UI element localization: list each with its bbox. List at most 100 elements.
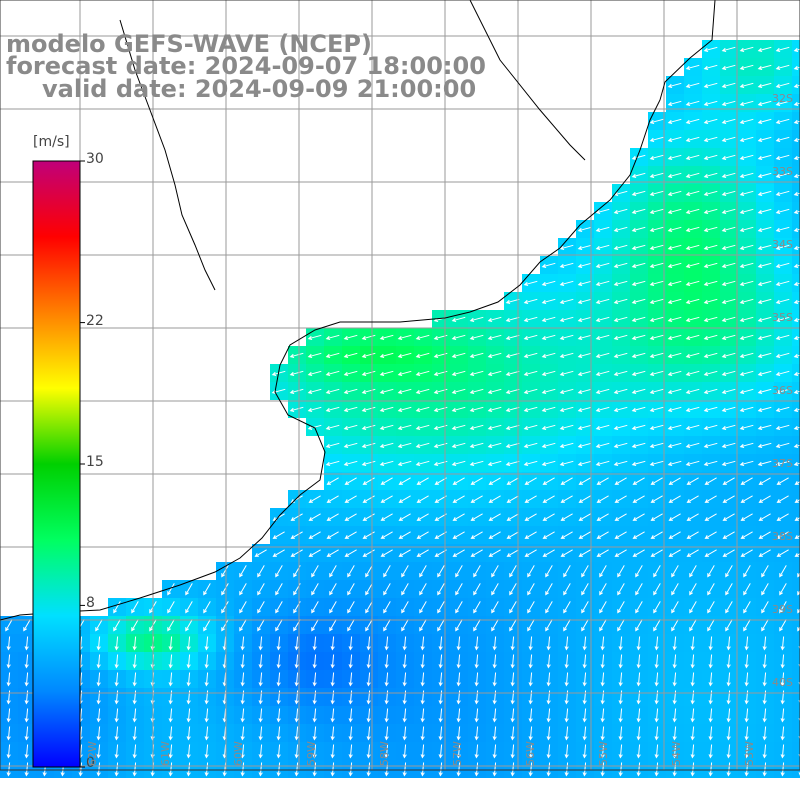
wind-arrow: [343, 352, 358, 358]
wind-arrow: [276, 672, 281, 687]
wind-arrow: [379, 352, 394, 358]
wind-arrow: [743, 583, 751, 596]
wind-arrow: [402, 636, 407, 651]
wind-arrow: [96, 672, 101, 687]
wind-arrow: [762, 726, 767, 741]
wind-arrow: [487, 406, 502, 412]
wind-arrow: [739, 100, 754, 106]
wind-arrow: [416, 495, 429, 503]
wind-arrow: [650, 477, 663, 485]
wind-arrow: [362, 531, 375, 539]
wind-arrow: [131, 619, 139, 632]
wind-arrow: [758, 495, 771, 503]
wind-arrow: [578, 495, 591, 503]
wind-arrow: [703, 82, 718, 88]
wind-arrow: [685, 172, 700, 178]
wind-arrow: [204, 762, 209, 777]
wind-arrow: [667, 154, 682, 160]
wind-arrow: [775, 154, 790, 160]
wind-arrow: [775, 100, 790, 106]
wind-arrow: [397, 406, 412, 412]
wind-arrow: [632, 531, 645, 539]
wind-arrow: [240, 708, 245, 723]
wind-arrow: [650, 549, 663, 557]
wind-arrow: [650, 495, 663, 503]
wind-arrow: [721, 316, 736, 322]
wind-arrow: [582, 762, 587, 777]
wind-arrow: [649, 226, 664, 232]
wind-arrow: [401, 565, 409, 578]
wind-arrow: [5, 619, 13, 632]
wind-arrow: [402, 744, 407, 759]
wind-arrow: [559, 370, 574, 376]
wind-arrow: [451, 460, 466, 466]
wind-arrow: [775, 208, 790, 214]
wind-arrow: [757, 370, 772, 376]
wind-arrow: [631, 154, 646, 160]
wind-arrow: [721, 190, 736, 196]
wind-arrow: [415, 460, 430, 466]
wind-arrow: [685, 460, 700, 466]
colorbar: [32, 160, 85, 768]
wind-arrow: [559, 424, 574, 430]
wind-arrow: [415, 352, 430, 358]
wind-arrow: [397, 334, 412, 340]
wind-arrow: [348, 708, 353, 723]
wind-arrow: [254, 549, 267, 557]
wind-arrow: [559, 334, 574, 340]
wind-arrow: [632, 549, 645, 557]
wind-arrow: [739, 442, 754, 448]
wind-arrow: [703, 334, 718, 340]
wind-arrow: [380, 513, 393, 521]
wind-arrow: [365, 583, 373, 596]
wind-arrow: [506, 495, 519, 503]
wind-arrow: [667, 280, 682, 286]
wind-arrow: [510, 762, 515, 777]
wind-arrow: [636, 726, 641, 741]
wind-arrow: [186, 654, 191, 669]
wind-arrow: [509, 601, 517, 614]
wind-arrow: [437, 583, 445, 596]
wind-arrow: [617, 601, 625, 614]
wind-arrow: [275, 601, 283, 614]
wind-arrow: [290, 531, 303, 539]
wind-arrow: [469, 424, 484, 430]
wind-arrow: [168, 672, 173, 687]
wind-arrow: [307, 406, 322, 412]
wind-arrow: [757, 262, 772, 268]
wind-arrow: [722, 495, 735, 503]
wind-arrow: [614, 477, 627, 485]
wind-arrow: [559, 442, 574, 448]
wind-arrow: [541, 316, 556, 322]
wind-arrow: [383, 601, 391, 614]
wind-arrow: [289, 388, 304, 394]
wind-arrow: [420, 726, 425, 741]
wind-arrow: [703, 154, 718, 160]
latitude-label: 39S: [772, 603, 793, 616]
wind-arrow: [721, 154, 736, 160]
wind-arrow: [456, 708, 461, 723]
wind-arrow: [757, 154, 772, 160]
wind-arrow: [438, 762, 443, 777]
coastline: [0, 0, 716, 621]
wind-arrow: [348, 636, 353, 651]
wind-arrow: [204, 654, 209, 669]
wind-arrow: [685, 262, 700, 268]
wind-arrow: [311, 619, 319, 632]
wind-arrow: [685, 100, 700, 106]
wind-arrow: [294, 726, 299, 741]
wind-arrow: [725, 601, 733, 614]
wind-arrow: [474, 654, 479, 669]
wind-arrow: [344, 531, 357, 539]
wind-arrow: [793, 281, 800, 286]
wind-arrow: [294, 672, 299, 687]
wind-arrow: [667, 442, 682, 448]
wind-arrow: [739, 208, 754, 214]
wind-arrow: [528, 654, 533, 669]
wind-arrow: [631, 298, 646, 304]
wind-arrow: [330, 708, 335, 723]
wind-arrow: [204, 708, 209, 723]
wind-arrow: [757, 406, 772, 412]
wind-arrow: [114, 762, 119, 777]
wind-arrow: [685, 298, 700, 304]
